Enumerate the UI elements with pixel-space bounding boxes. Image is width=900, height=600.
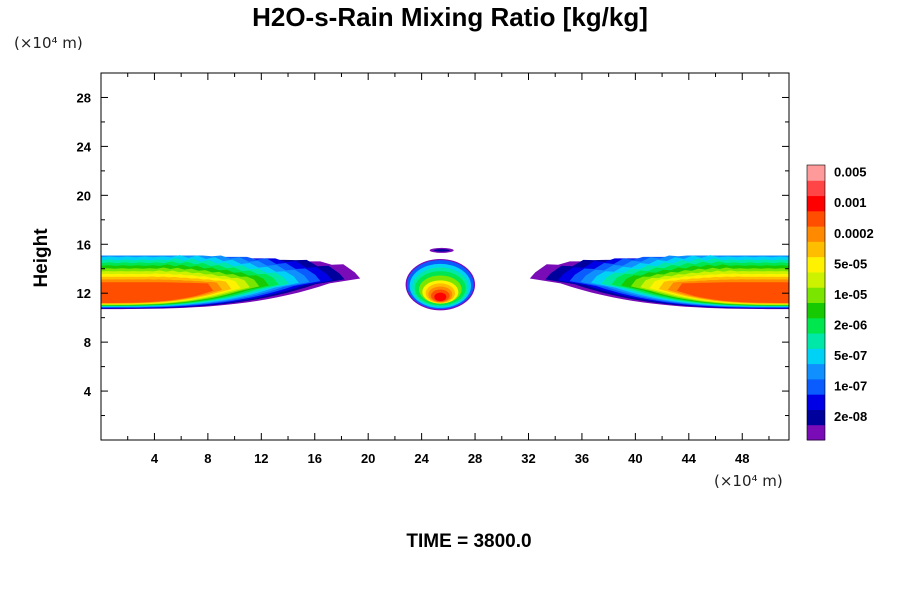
colorbar-label: 1e-05	[834, 287, 867, 302]
y-axis-unit: (×10⁴ m)	[14, 34, 83, 52]
colorbar-swatch	[807, 226, 825, 242]
x-tick-label: 24	[414, 451, 429, 466]
colorbar-label: 0.005	[834, 165, 867, 180]
colorbar-label: 1e-07	[834, 379, 867, 394]
y-tick-label: 12	[77, 286, 91, 301]
x-tick-label: 48	[735, 451, 749, 466]
colorbar-swatch	[807, 210, 825, 227]
chart-title: H2O-s-Rain Mixing Ratio [kg/kg]	[252, 2, 648, 32]
x-tick-label: 36	[575, 451, 589, 466]
colorbar-label: 0.0002	[834, 226, 874, 241]
colorbar-swatch	[807, 409, 825, 426]
left-band-contour	[101, 282, 214, 303]
time-footer: TIME = 3800.0	[406, 531, 532, 552]
colorbar-label: 2e-08	[834, 409, 867, 424]
x-tick-label: 44	[682, 451, 697, 466]
cell-top-cap	[433, 249, 450, 252]
colorbar-swatch	[807, 317, 825, 334]
colorbar-label: 0.001	[834, 195, 867, 210]
y-tick-label: 24	[77, 139, 92, 154]
colorbar-swatch	[807, 302, 825, 319]
x-tick-label: 4	[151, 451, 159, 466]
colorbar-label: 5e-05	[834, 256, 867, 271]
colorbar-swatch	[807, 271, 825, 288]
colorbar-label: 5e-07	[834, 348, 867, 363]
colorbar-swatch	[807, 195, 825, 212]
y-tick-label: 28	[77, 90, 91, 105]
x-tick-label: 16	[308, 451, 322, 466]
colorbar-swatch	[807, 348, 825, 365]
colorbar-swatch	[807, 424, 825, 441]
x-tick-label: 8	[204, 451, 211, 466]
colorbar-swatch	[807, 378, 825, 395]
x-tick-label: 40	[628, 451, 642, 466]
y-tick-label: 20	[77, 188, 91, 203]
right-band-contour	[676, 282, 789, 303]
x-tick-label: 20	[361, 451, 375, 466]
x-tick-label: 28	[468, 451, 482, 466]
x-tick-label: 12	[254, 451, 268, 466]
colorbar-swatch	[807, 363, 825, 380]
colorbar-swatch	[807, 256, 825, 273]
central-cell-contour	[434, 292, 447, 302]
colorbar-swatch	[807, 394, 825, 410]
y-tick-label: 16	[77, 237, 91, 252]
colorbar: 2e-08 1e-07 5e-07 2e-06 1e-05 5e-05 0.0002 0.00…	[806, 164, 874, 441]
colorbar-swatch	[807, 180, 825, 197]
y-tick-label: 8	[84, 335, 91, 350]
contour-fields	[101, 247, 789, 311]
x-tick-label: 32	[521, 451, 535, 466]
plot-frame	[100, 72, 790, 441]
colorbar-swatch	[807, 287, 825, 303]
colorbar-swatch	[807, 241, 825, 258]
x-axis-unit: (×10⁴ m)	[714, 472, 783, 490]
y-tick-label: 4	[84, 384, 92, 399]
colorbar-label: 2e-06	[834, 317, 867, 332]
colorbar-swatch	[807, 165, 825, 181]
colorbar-frame	[806, 164, 826, 441]
colorbar-swatch	[807, 333, 825, 349]
